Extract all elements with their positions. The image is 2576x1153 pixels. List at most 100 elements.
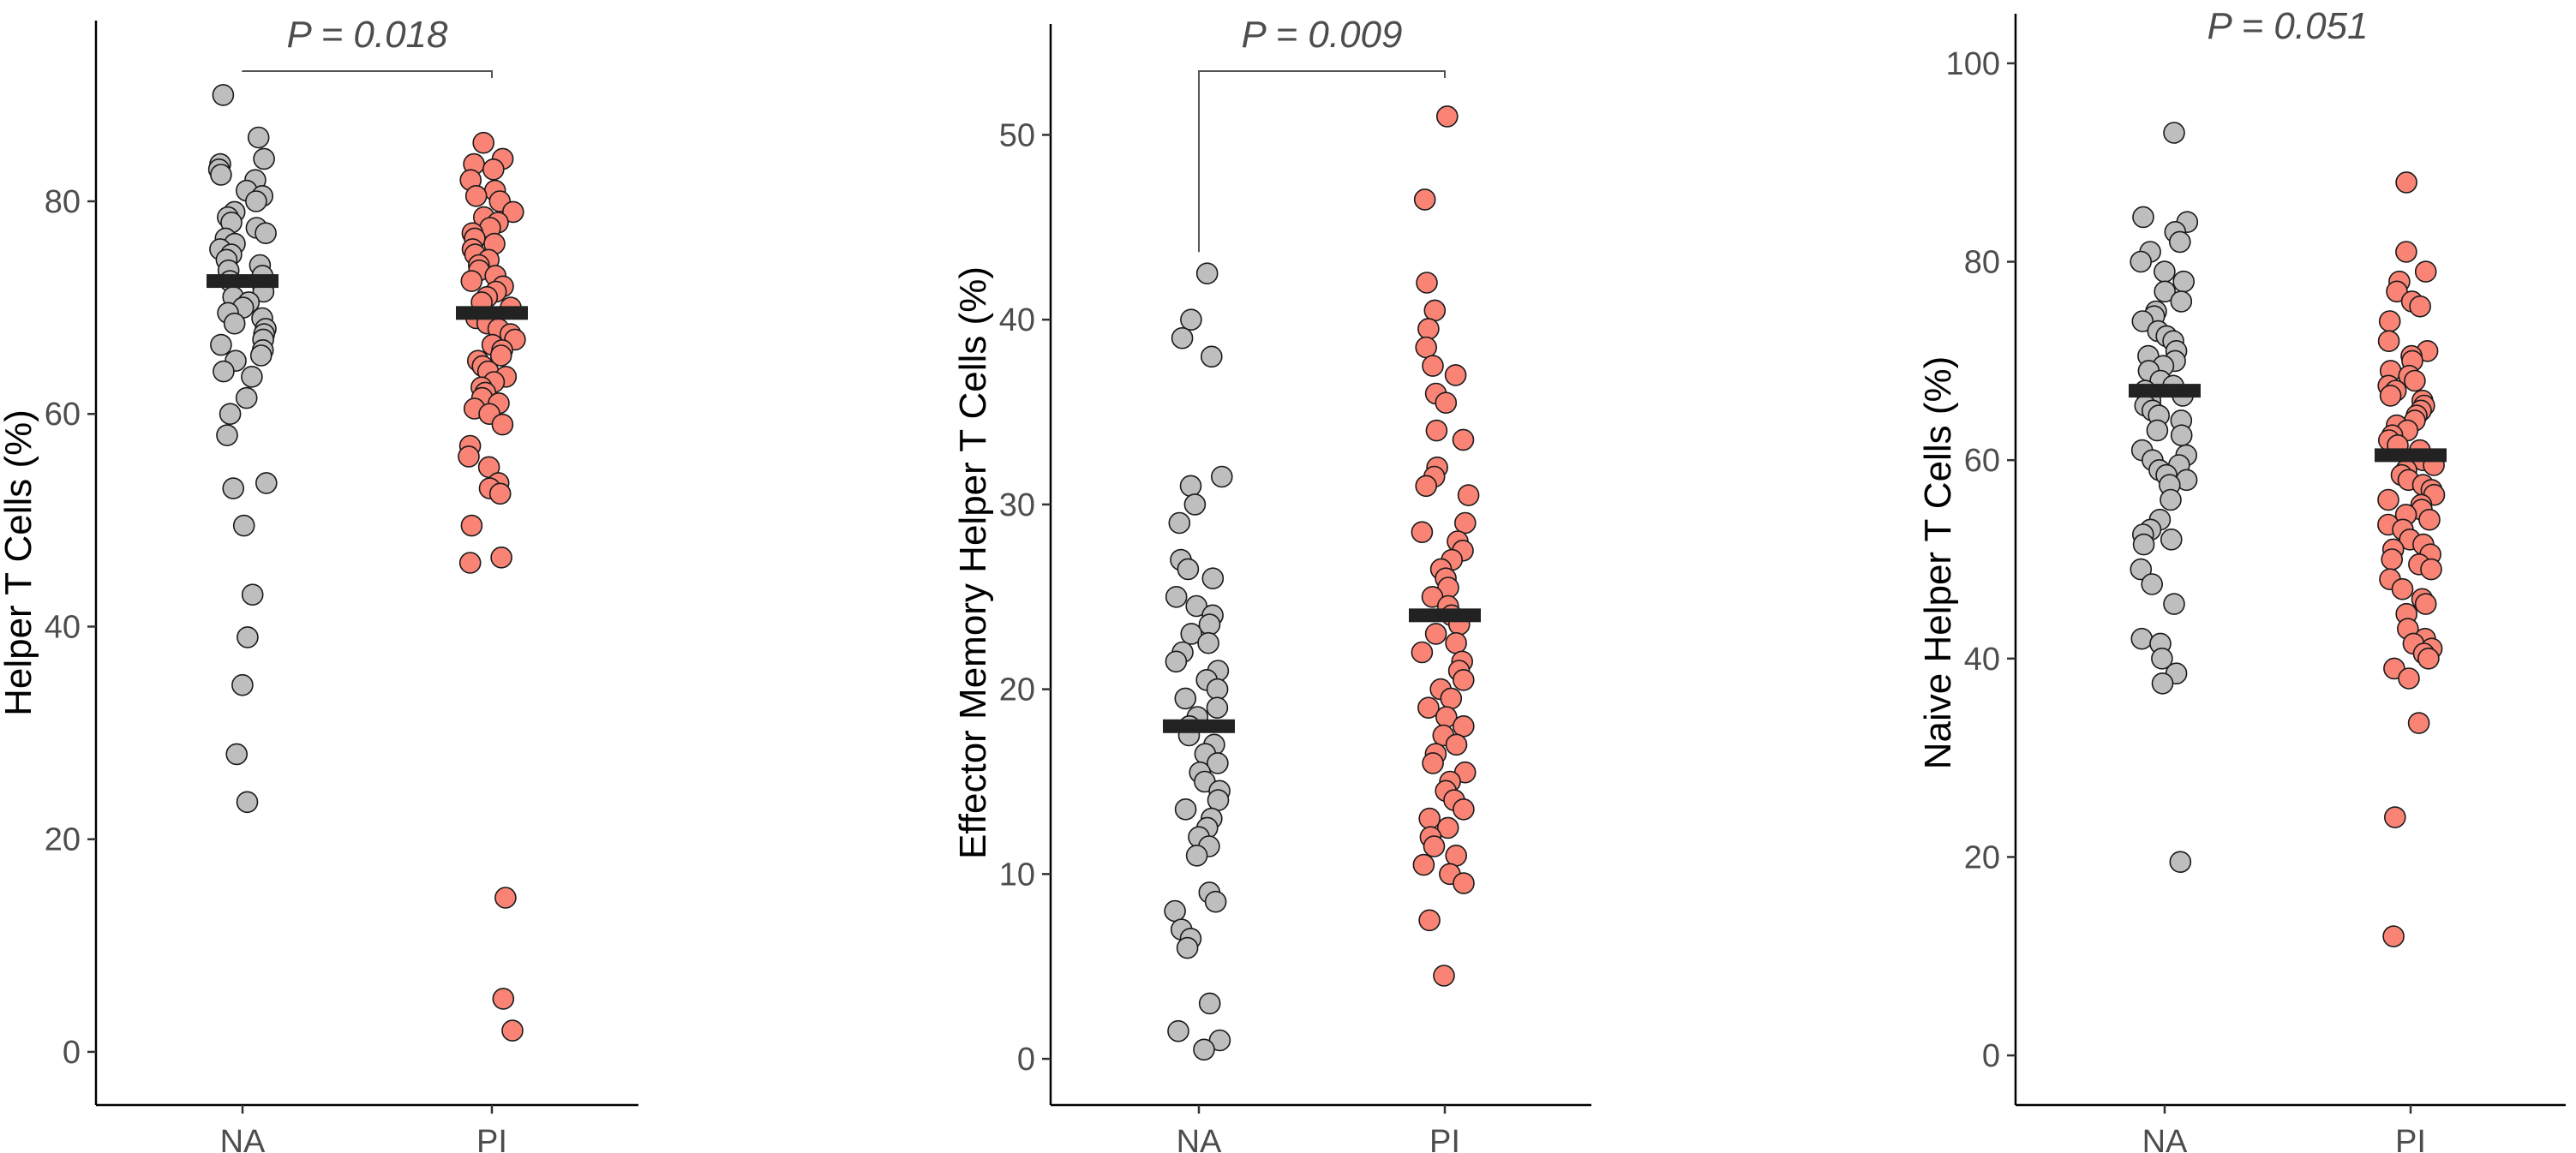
- data-point: [1164, 899, 1186, 923]
- y-tick-label: 10: [999, 857, 1035, 893]
- data-point: [2409, 295, 2431, 318]
- data-point: [472, 131, 495, 154]
- data-point: [1412, 853, 1435, 876]
- median-bar: [2129, 384, 2201, 398]
- panel-1: 0 20 40 60 80 NA PI Helper T Cells (%) P = 0.018: [0, 14, 638, 1153]
- y-tick-label: 0: [63, 1035, 81, 1071]
- data-point: [2130, 627, 2154, 650]
- data-point: [2420, 558, 2442, 581]
- data-point: [2398, 667, 2420, 690]
- p-value-label: P = 0.051: [2208, 5, 2369, 47]
- data-point: [219, 403, 242, 426]
- data-point: [2395, 171, 2417, 194]
- data-point: [1440, 687, 1463, 710]
- data-point: [1171, 326, 1194, 349]
- data-point: [501, 1019, 524, 1042]
- data-point: [255, 222, 277, 245]
- data-point: [2163, 593, 2185, 615]
- x-tick-label: PI: [1429, 1124, 1460, 1153]
- y-tick-label: 20: [45, 822, 81, 858]
- data-point: [1206, 696, 1229, 720]
- data-point: [1180, 623, 1202, 645]
- data-point: [2132, 533, 2155, 556]
- data-point: [1453, 668, 1475, 691]
- data-point: [1415, 475, 1437, 498]
- data-point: [1453, 714, 1475, 738]
- data-point: [231, 673, 254, 696]
- y-tick-label: 50: [999, 117, 1035, 153]
- data-point: [1452, 428, 1475, 451]
- data-point: [2170, 424, 2193, 447]
- data-point: [232, 514, 255, 537]
- y-tick-label: 40: [999, 302, 1035, 338]
- data-point: [464, 185, 488, 207]
- x-tick-label: NA: [1177, 1124, 1222, 1153]
- y-axis-title: Effector Memory Helper T Cells (%): [952, 266, 994, 859]
- data-point: [2163, 122, 2185, 144]
- data-point: [212, 84, 235, 106]
- data-point: [2151, 672, 2174, 695]
- data-point: [1424, 623, 1447, 645]
- data-point: [1201, 345, 1223, 368]
- data-point: [2386, 280, 2408, 303]
- median-bar: [2375, 448, 2447, 463]
- panel-2: 0 10 20 30 40 50 NA PI Effector Memory Helper T …: [952, 14, 1591, 1153]
- data-point: [2169, 230, 2191, 254]
- data-point: [1185, 844, 1208, 867]
- data-point: [501, 200, 524, 224]
- data-point: [2377, 330, 2400, 353]
- median-bar: [1163, 719, 1235, 733]
- data-point: [1193, 1038, 1215, 1061]
- data-point: [241, 583, 264, 606]
- data-point: [1423, 299, 1447, 322]
- y-tick-label: 80: [1964, 245, 2000, 281]
- data-point: [1422, 355, 1444, 377]
- data-point: [236, 791, 259, 814]
- data-point: [1435, 391, 1458, 415]
- p-value-label: P = 0.018: [287, 14, 448, 56]
- x-tick-label: NA: [220, 1124, 266, 1153]
- x-tick-label: NA: [2142, 1124, 2188, 1153]
- data-point: [1165, 650, 1188, 673]
- y-axis-title: Naive Helper T Cells (%): [1917, 356, 1959, 770]
- data-point: [2131, 310, 2154, 332]
- data-point: [2404, 369, 2426, 392]
- data-point: [1183, 493, 1207, 516]
- data-point: [223, 312, 246, 335]
- data-point: [2146, 419, 2169, 442]
- data-point: [492, 988, 515, 1010]
- data-point: [1454, 511, 1477, 535]
- data-point: [2130, 558, 2153, 581]
- data-point: [2151, 647, 2173, 670]
- data-point: [2160, 488, 2182, 511]
- data-point: [1197, 631, 1219, 654]
- data-point: [1433, 965, 1455, 987]
- data-point: [1167, 1019, 1189, 1042]
- y-axis-title: Helper T Cells (%): [0, 409, 39, 716]
- data-point: [494, 887, 517, 909]
- data-point: [1415, 336, 1437, 359]
- y-tick-label: 80: [45, 184, 81, 220]
- data-point: [216, 424, 238, 446]
- data-point: [2391, 577, 2414, 600]
- data-point: [1174, 798, 1197, 821]
- data-point: [2379, 385, 2402, 407]
- data-point: [1436, 105, 1459, 128]
- y-tick-label: 0: [1982, 1038, 2000, 1074]
- data-point: [1168, 511, 1191, 535]
- data-point: [1417, 696, 1440, 720]
- data-point: [1445, 733, 1468, 756]
- data-point: [235, 386, 258, 409]
- x-tick-label: PI: [2395, 1124, 2426, 1153]
- data-point: [2414, 593, 2437, 615]
- data-point: [2160, 528, 2183, 551]
- data-point: [1174, 687, 1197, 710]
- data-point: [2169, 851, 2192, 874]
- data-point: [1417, 318, 1440, 340]
- data-point: [1418, 807, 1441, 830]
- data-point: [1423, 835, 1446, 857]
- data-point: [1207, 752, 1229, 774]
- significance-bracket: [1198, 70, 1446, 253]
- data-point: [1445, 844, 1467, 867]
